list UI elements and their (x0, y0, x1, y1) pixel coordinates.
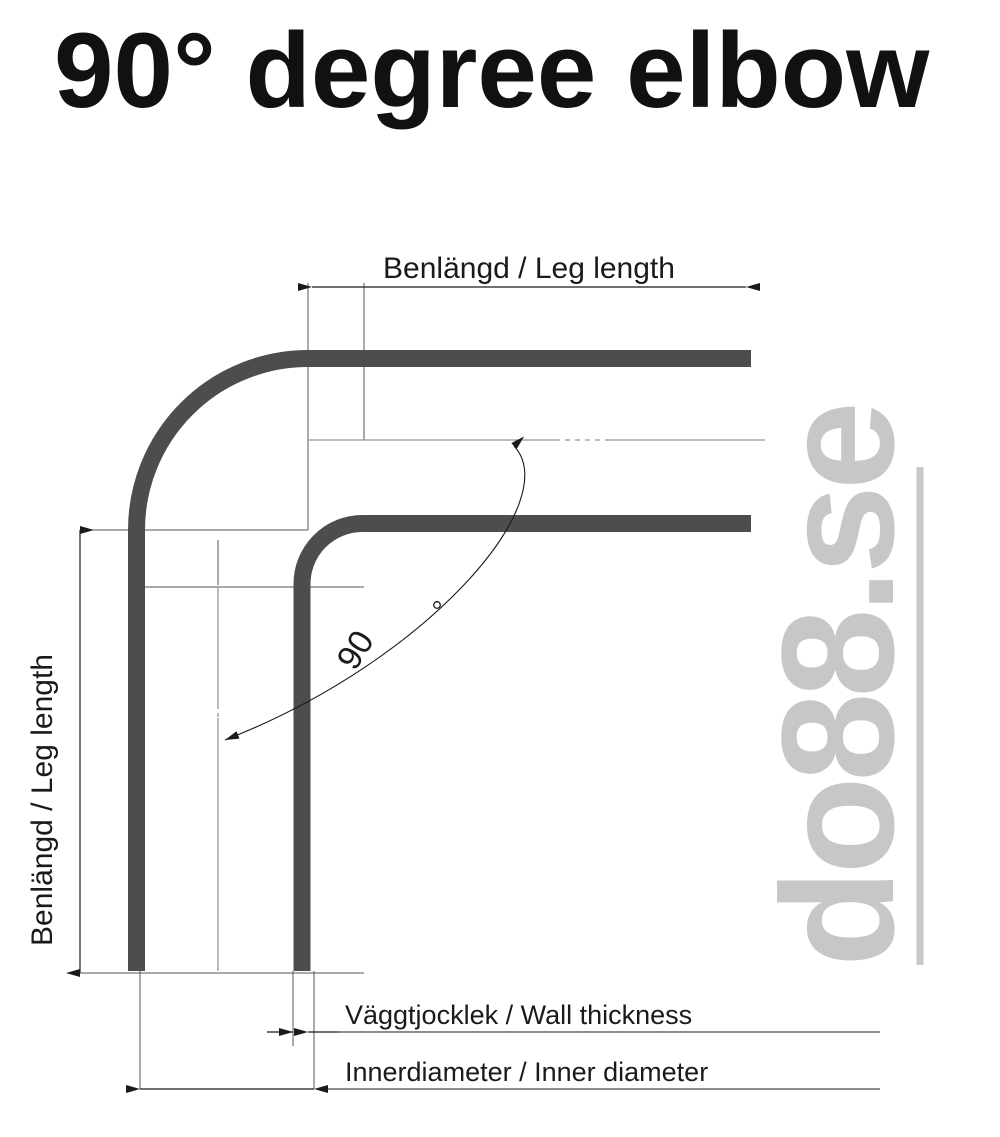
svg-text:90: 90 (330, 624, 382, 676)
svg-text:do88.se: do88.se (748, 406, 927, 967)
svg-text:Innerdiameter / Inner diameter: Innerdiameter / Inner diameter (345, 1057, 708, 1087)
svg-text:Benlängd / Leg length: Benlängd / Leg length (26, 654, 59, 946)
svg-text:Benlängd / Leg length: Benlängd / Leg length (383, 252, 675, 285)
svg-text:Väggtjocklek / Wall thickness: Väggtjocklek / Wall thickness (345, 1000, 692, 1030)
